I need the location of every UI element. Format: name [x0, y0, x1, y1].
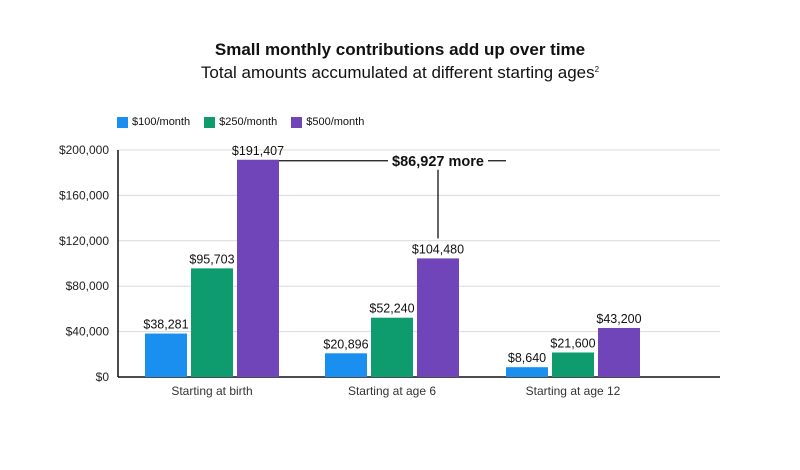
bar: [145, 333, 187, 377]
x-tick-label: Starting at birth: [171, 384, 252, 398]
y-tick-label: $40,000: [66, 325, 110, 339]
bar: [371, 317, 413, 377]
data-label: $38,281: [143, 318, 188, 332]
legend-item-100: $100/month: [117, 116, 190, 128]
bar: [598, 327, 640, 377]
legend-swatch-250: [204, 116, 216, 128]
bar: [191, 268, 233, 377]
x-tick-label: Starting at age 6: [348, 384, 436, 398]
data-label: $21,600: [550, 336, 595, 350]
data-label: $104,480: [412, 242, 464, 256]
legend-label-250: $250/month: [219, 116, 278, 128]
subtitle-footnote: 2: [594, 65, 600, 74]
y-tick-label: $0: [96, 370, 110, 384]
data-label: $20,896: [323, 337, 368, 351]
y-tick-label: $160,000: [59, 188, 109, 202]
data-label: $191,407: [232, 144, 284, 158]
bar: [506, 367, 548, 377]
bar: [417, 258, 459, 377]
y-tick-label: $200,000: [59, 143, 109, 157]
y-tick-label: $120,000: [59, 234, 109, 248]
data-label: $52,240: [369, 302, 414, 316]
chart-legend: $100/month $250/month $500/month: [117, 116, 364, 128]
bar: [325, 353, 367, 377]
legend-swatch-500: [291, 116, 303, 128]
legend-label-100: $100/month: [132, 116, 191, 128]
chart-subtitle: Total amounts accumulated at different s…: [0, 63, 800, 83]
chart-subtitle-text: Total amounts accumulated at different s…: [200, 63, 595, 82]
legend-swatch-100: [117, 116, 128, 128]
data-label: $8,640: [508, 351, 546, 365]
chart-title: Small monthly contributions add up over …: [214, 40, 586, 59]
x-tick-label: Starting at age 12: [526, 384, 621, 398]
y-tick-label: $80,000: [66, 279, 110, 293]
bar: [552, 352, 594, 377]
annotation-text: $86,927 more: [392, 154, 484, 170]
data-label: $43,200: [596, 312, 641, 326]
bar: [237, 159, 279, 377]
legend-item-500: $500/month: [291, 116, 364, 128]
data-label: $95,703: [189, 252, 234, 266]
legend-label-500: $500/month: [306, 116, 365, 128]
legend-item-250: $250/month: [204, 116, 277, 128]
